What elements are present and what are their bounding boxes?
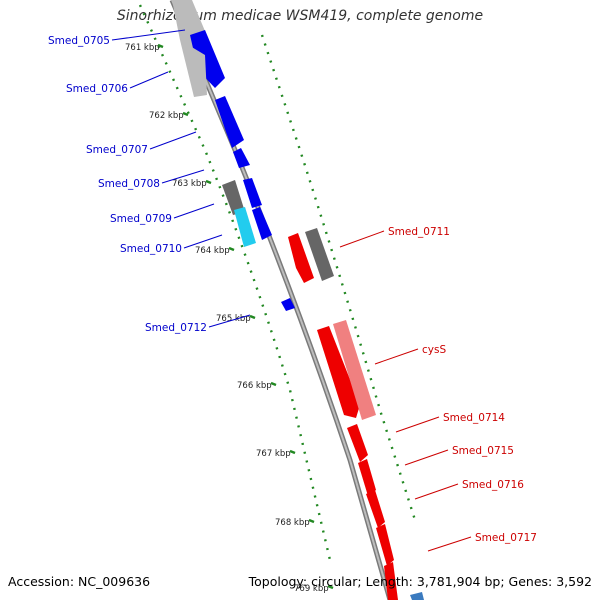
gene-smed-0717 (410, 592, 424, 600)
tick-label: 763 kbp (172, 179, 207, 189)
gene-smed-0709 (222, 180, 245, 215)
gene-smed-0711 (305, 228, 334, 281)
tick-mark (270, 381, 277, 387)
tick-label: 764 kbp (195, 246, 230, 256)
gene-label-smed-0707-leader (149, 131, 197, 150)
tick-mark (327, 584, 334, 590)
tick-mark (308, 518, 315, 524)
gene-label-smed-0705-leader (111, 29, 186, 41)
gene-features (172, 0, 424, 600)
gene-label-cyss-leader (374, 348, 419, 365)
tick-mark (228, 246, 235, 252)
gene-label-smed-0714: Smed_0714 (443, 412, 505, 424)
gene-smed-0711 (288, 233, 314, 283)
tick-tracks: 761 kbp 762 kbp 763 kbp 764 kbp 765 kbp 766 k… (125, 4, 417, 594)
gene-label-smed-0710-leader (183, 234, 223, 249)
gene-label-smed-0708-leader (161, 169, 205, 184)
tick-mark (289, 449, 296, 455)
gene-smed-0710 (234, 207, 256, 247)
tick-label: 766 kbp (237, 381, 272, 391)
tick-mark (157, 43, 164, 49)
gene-label-smed-0711-leader (339, 230, 385, 248)
tick-label: 765 kbp (216, 314, 251, 324)
gene-cyss (317, 326, 360, 418)
genome-summary: Topology: circular; Length: 3,781,904 bp… (248, 574, 592, 589)
gene-label-smed-0717-leader (427, 536, 472, 552)
map-title: Sinorhizobium medicae WSM419, complete g… (116, 8, 484, 24)
gene-smed-0706 (180, 40, 207, 97)
gene-label-smed-0708: Smed_0708 (98, 178, 160, 190)
gene-smed-0710 (252, 207, 272, 240)
tick-track (260, 34, 417, 521)
gene-smed-0707 (215, 96, 244, 148)
accession-text: Accession: NC_009636 (8, 574, 151, 589)
tick-label: 761 kbp (125, 43, 160, 53)
tick-mark (205, 179, 212, 185)
gene-smed-0717 (376, 524, 394, 566)
gene-cyss (333, 320, 376, 420)
gene-smed-0709 (243, 178, 262, 208)
gene-label-cyss: cysS (422, 344, 446, 356)
gene-smed-0708 (233, 148, 250, 168)
tick-mark (249, 314, 256, 320)
gene-label-smed-0716: Smed_0716 (462, 479, 524, 491)
gene-label-smed-0715: Smed_0715 (452, 445, 514, 457)
gene-label-smed-0706-leader (129, 71, 169, 89)
gene-label-smed-0705: Smed_0705 (48, 35, 110, 47)
tick-label: 767 kbp (256, 449, 291, 459)
gene-label-smed-0717: Smed_0717 (475, 532, 537, 544)
gene-label-smed-0711: Smed_0711 (388, 226, 450, 238)
gene-label-smed-0707: Smed_0707 (86, 144, 148, 156)
gene-smed-0714 (347, 424, 368, 462)
gene-label-smed-0712: Smed_0712 (145, 322, 207, 334)
gene-smed-0717 (384, 562, 398, 600)
gene-label-smed-0709-leader (173, 203, 215, 219)
gene-label-smed-0715-leader (404, 449, 449, 466)
gene-smed-0705 (190, 30, 225, 88)
gene-label-smed-0714-leader (395, 416, 440, 433)
gene-label-smed-0712-leader (208, 314, 251, 328)
gene-smed-0715 (358, 459, 376, 496)
gene-label-smed-0709: Smed_0709 (110, 213, 172, 225)
tick-label: 769 kbp (294, 584, 329, 594)
gene-label-smed-0710: Smed_0710 (120, 243, 182, 255)
gene-label-smed-0716-leader (414, 483, 459, 500)
tick-label: 762 kbp (149, 111, 184, 121)
tick-mark (182, 111, 189, 117)
tick-track (138, 4, 332, 561)
tick-label: 768 kbp (275, 518, 310, 528)
gene-smed-0712 (281, 298, 295, 311)
gene-smed-0716 (366, 490, 385, 528)
gene-label-smed-0706: Smed_0706 (66, 83, 128, 95)
gene-labels: Smed_0705 Smed_0706 Smed_0707 Smed_0708 Smed… (48, 29, 537, 552)
